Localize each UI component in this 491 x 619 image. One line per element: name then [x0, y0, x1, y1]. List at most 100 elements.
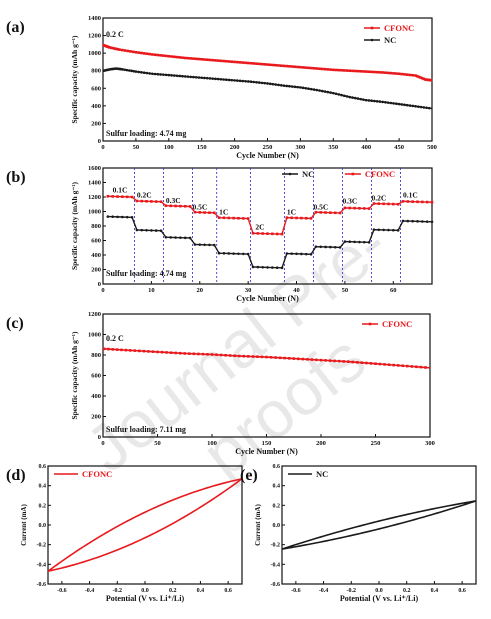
series-marker-NC: [247, 80, 250, 83]
series-marker-CFONC: [406, 200, 410, 203]
series-marker-NC: [329, 245, 332, 249]
series-marker-NC: [170, 74, 173, 77]
series-marker-CFONC: [315, 67, 319, 70]
series-marker-NC: [403, 103, 406, 107]
legend-marker: [288, 172, 292, 176]
cv-loop-NC: [281, 500, 477, 550]
series-marker-CFONC: [186, 56, 190, 60]
series-marker-CFONC: [142, 349, 146, 353]
series-marker-CFONC: [285, 216, 289, 219]
series-marker-NC: [252, 80, 256, 84]
series-marker-NC: [137, 70, 140, 74]
series-marker-NC: [397, 102, 401, 106]
series-marker-CFONC: [304, 216, 308, 220]
series-marker-CFONC: [342, 69, 346, 72]
series-marker-CFONC: [113, 47, 116, 50]
series-marker-CFONC: [153, 53, 157, 57]
series-marker-CFONC: [114, 47, 118, 51]
y-tick-label: -0.2: [271, 543, 281, 549]
series-marker-NC: [416, 105, 420, 108]
series-marker-CFONC: [154, 200, 158, 203]
series-marker-CFONC: [401, 200, 405, 203]
series-marker-NC: [348, 240, 352, 244]
series-marker-NC: [194, 76, 198, 79]
series-marker-NC: [125, 68, 129, 72]
series-marker-CFONC: [415, 365, 418, 369]
plot-frame: [102, 17, 433, 142]
series-marker-NC: [179, 236, 182, 239]
series-marker-CFONC: [382, 202, 385, 206]
series-marker-CFONC: [375, 70, 379, 74]
series-marker-CFONC: [419, 76, 422, 79]
plot-frame: [102, 313, 431, 438]
series-marker-NC: [307, 87, 310, 91]
series-marker-CFONC: [328, 359, 332, 362]
series-marker-CFONC: [364, 70, 368, 73]
series-marker-NC: [230, 78, 234, 82]
series-marker-CFONC: [233, 354, 237, 358]
series-marker-NC: [391, 228, 395, 232]
series-marker-CFONC: [164, 54, 168, 58]
series-marker-CFONC: [106, 194, 110, 198]
x-tick-label: 0.2: [169, 588, 177, 594]
series-marker-NC: [337, 93, 341, 96]
series-marker-CFONC: [256, 232, 260, 235]
x-tick-label: 0: [101, 144, 104, 151]
series-marker-CFONC: [406, 73, 409, 76]
legend-label: NC: [302, 169, 314, 179]
y-tick-label: 400: [91, 103, 101, 110]
series-marker-CFONC: [304, 66, 308, 69]
x-tick-label: 500: [427, 144, 437, 151]
series-marker-CFONC: [123, 49, 127, 52]
series-marker-CFONC: [377, 202, 381, 205]
legend-marker: [351, 172, 355, 176]
series-marker-CFONC: [156, 53, 160, 57]
x-tick-label: 0.0: [375, 588, 383, 594]
series-marker-CFONC: [372, 202, 376, 205]
series-marker-NC: [396, 229, 400, 232]
series-marker-CFONC: [403, 73, 406, 76]
series-marker-NC: [425, 106, 428, 110]
x-tick-label: 300: [425, 440, 435, 447]
y-tick-label: 1000: [88, 332, 101, 339]
series-marker-CFONC: [261, 232, 264, 235]
series-marker-CFONC: [187, 352, 191, 355]
series-marker-CFONC: [401, 364, 405, 368]
series-marker-NC: [246, 252, 250, 256]
series-marker-CFONC: [269, 356, 273, 359]
series-marker-NC: [236, 79, 239, 82]
series-marker-CFONC: [362, 70, 365, 73]
series-marker-NC: [128, 69, 131, 72]
panel-label: (d): [6, 467, 26, 484]
series-marker-CFONC: [162, 54, 165, 57]
series-marker-CFONC: [111, 195, 114, 198]
series-marker-CFONC: [137, 51, 140, 54]
series-marker-NC: [216, 77, 220, 81]
legend-marker: [370, 38, 374, 42]
x-axis-label: Cycle Number (N): [236, 294, 299, 303]
series-marker-CFONC: [356, 361, 359, 364]
x-tick-label: 0.6: [224, 588, 232, 594]
series-marker-NC: [263, 81, 267, 85]
panel-label: (b): [6, 169, 26, 186]
x-tick-label: 150: [197, 144, 207, 151]
series-marker-CFONC: [265, 355, 268, 359]
series-marker-CFONC: [225, 59, 228, 63]
series-marker-NC: [150, 229, 153, 232]
legend-label: CFONC: [384, 23, 414, 33]
series-marker-NC: [198, 243, 202, 246]
series-marker-CFONC: [236, 60, 239, 64]
panel-c: 0 50 100 150 200 250 300 0 200 400 600 800 1000 1200 C…: [6, 311, 435, 456]
series-marker-NC: [257, 81, 261, 84]
series-marker-CFONC: [125, 195, 129, 199]
series-marker-CFONC: [255, 62, 258, 65]
series-marker-CFONC: [183, 352, 187, 355]
series-marker-NC: [145, 228, 148, 232]
series-marker-CFONC: [200, 57, 203, 61]
series-marker-NC: [130, 69, 133, 73]
series-marker-NC: [183, 75, 187, 78]
series-marker-CFONC: [378, 362, 382, 366]
series-marker-CFONC: [389, 71, 393, 75]
series-marker-CFONC: [271, 63, 275, 67]
x-tick-label: 0: [101, 287, 104, 294]
